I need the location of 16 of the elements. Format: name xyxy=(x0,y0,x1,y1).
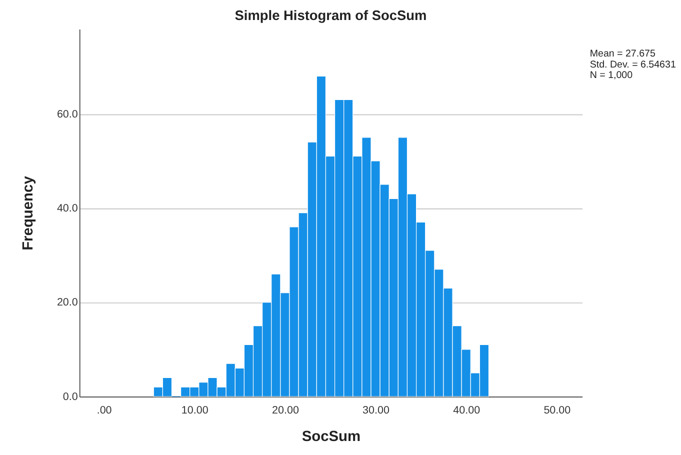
x-tick-label: 30.00 xyxy=(362,404,390,417)
x-tick-label: 10.00 xyxy=(181,404,208,417)
y-tick-label: 20.0 xyxy=(56,296,78,309)
text: Mean = 27.675 xyxy=(590,48,656,60)
x-tick-label: 50.00 xyxy=(544,404,571,417)
y-tick-label: 60.0 xyxy=(56,108,78,120)
x-tick-label: 20.00 xyxy=(272,404,299,417)
y-axis-title: Frequency xyxy=(20,175,36,250)
y-tick-label: 0.0 xyxy=(62,390,78,403)
text: Std. Dev. = 6.54631 xyxy=(590,59,676,70)
x-tick-label: .00 xyxy=(96,404,112,417)
x-axis-title: SocSum xyxy=(302,429,361,446)
text: N = 1,000 xyxy=(590,70,634,82)
y-tick-label: 40.0 xyxy=(56,202,78,214)
chart-title: Simple Histogram of SocSum xyxy=(234,8,427,24)
x-tick-label: 40.00 xyxy=(453,404,480,417)
